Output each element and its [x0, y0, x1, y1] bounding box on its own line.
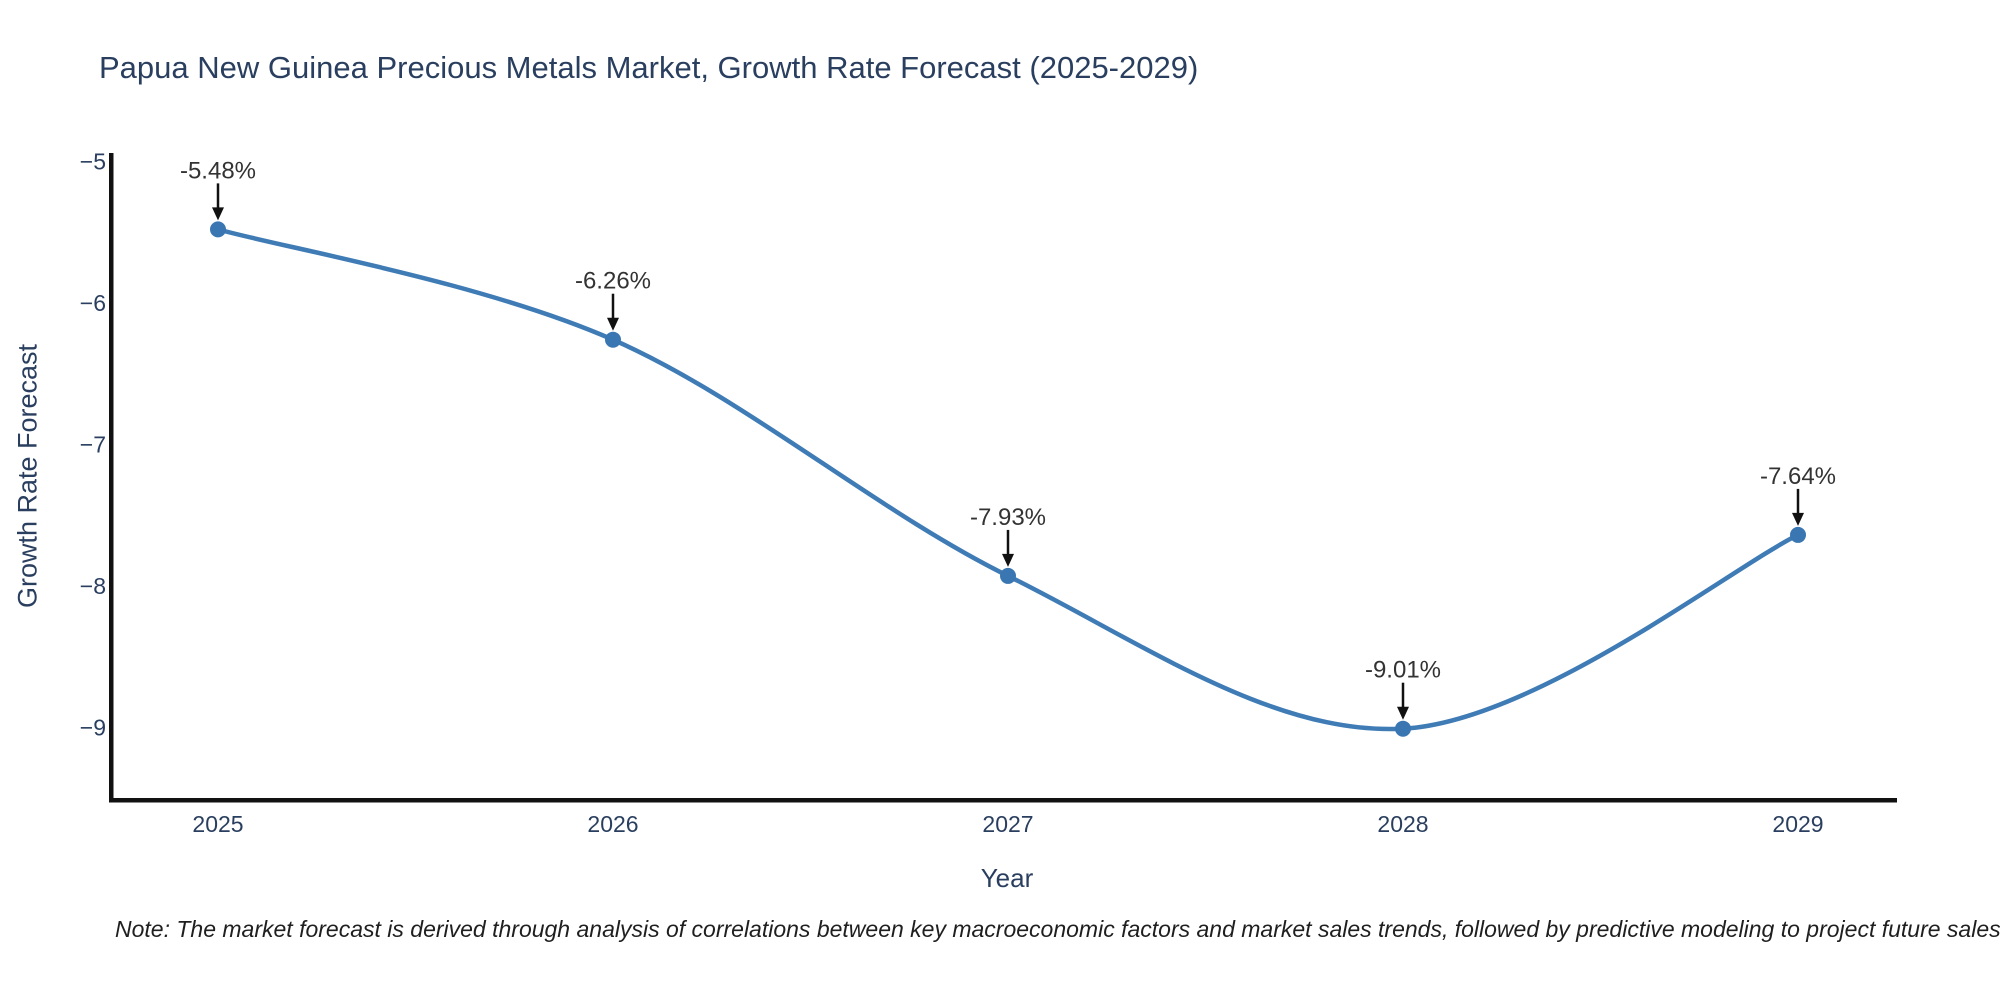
chart-title: Papua New Guinea Precious Metals Market,… — [99, 50, 1199, 85]
x-tick-label: 2026 — [587, 811, 638, 837]
data-point-label: -9.01% — [1365, 657, 1441, 684]
y-tick-label: −6 — [80, 290, 106, 316]
data-point-label: -6.26% — [575, 268, 651, 295]
data-point-marker — [1790, 526, 1806, 543]
data-point-label: -7.64% — [1760, 463, 1836, 490]
y-tick-label: −8 — [80, 573, 106, 599]
annotation-arrow-head — [1002, 553, 1014, 567]
annotation-arrow-head — [212, 207, 224, 221]
data-point-label: -7.93% — [970, 504, 1046, 531]
data-point-marker — [1000, 567, 1016, 584]
x-axis-title: Year — [980, 863, 1034, 893]
x-tick-label: 2025 — [192, 811, 243, 837]
data-point-label: -5.48% — [180, 157, 256, 184]
annotation-arrow-head — [607, 317, 619, 331]
trend-line — [215, 227, 1801, 732]
data-point-marker — [605, 331, 621, 348]
x-tick-label: 2028 — [1377, 811, 1428, 837]
footnote: Note: The market forecast is derived thr… — [115, 916, 2000, 942]
x-axis-line — [109, 798, 1897, 803]
x-tick-label: 2027 — [982, 811, 1033, 837]
data-point-marker — [1395, 720, 1411, 737]
y-axis-line — [109, 153, 114, 803]
x-tick-label: 2029 — [1772, 811, 1823, 837]
annotation-arrow-head — [1792, 512, 1804, 526]
y-tick-label: −5 — [80, 148, 106, 174]
y-tick-label: −7 — [80, 431, 106, 457]
annotation-arrow-head — [1397, 706, 1409, 720]
data-point-marker — [210, 221, 226, 238]
y-tick-label: −9 — [80, 714, 106, 740]
